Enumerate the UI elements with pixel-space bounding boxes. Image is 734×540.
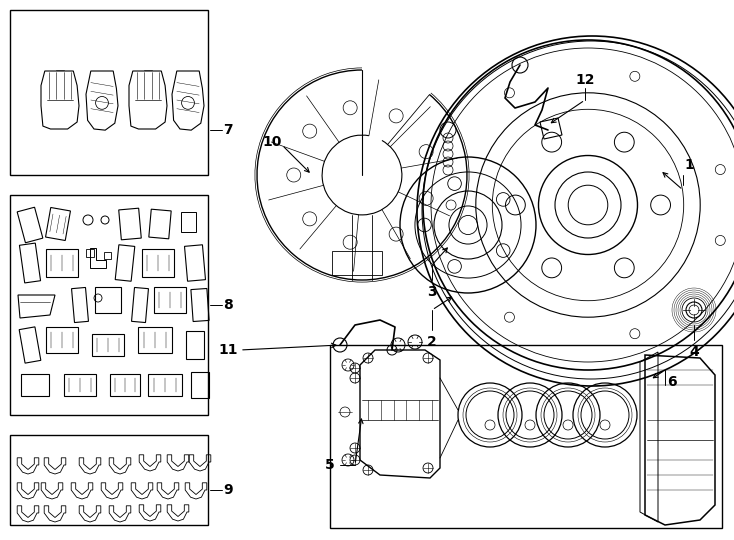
Text: 10: 10 <box>262 135 282 149</box>
Text: 12: 12 <box>575 73 595 87</box>
Text: 1: 1 <box>684 158 694 172</box>
Text: 2: 2 <box>427 335 437 349</box>
Text: 7: 7 <box>223 123 233 137</box>
Text: 5: 5 <box>325 458 335 472</box>
Text: 9: 9 <box>223 483 233 497</box>
Text: 11: 11 <box>218 343 238 357</box>
Text: 8: 8 <box>223 298 233 312</box>
Text: 4: 4 <box>689 345 699 359</box>
Text: 6: 6 <box>667 375 677 389</box>
Text: 3: 3 <box>427 285 437 299</box>
